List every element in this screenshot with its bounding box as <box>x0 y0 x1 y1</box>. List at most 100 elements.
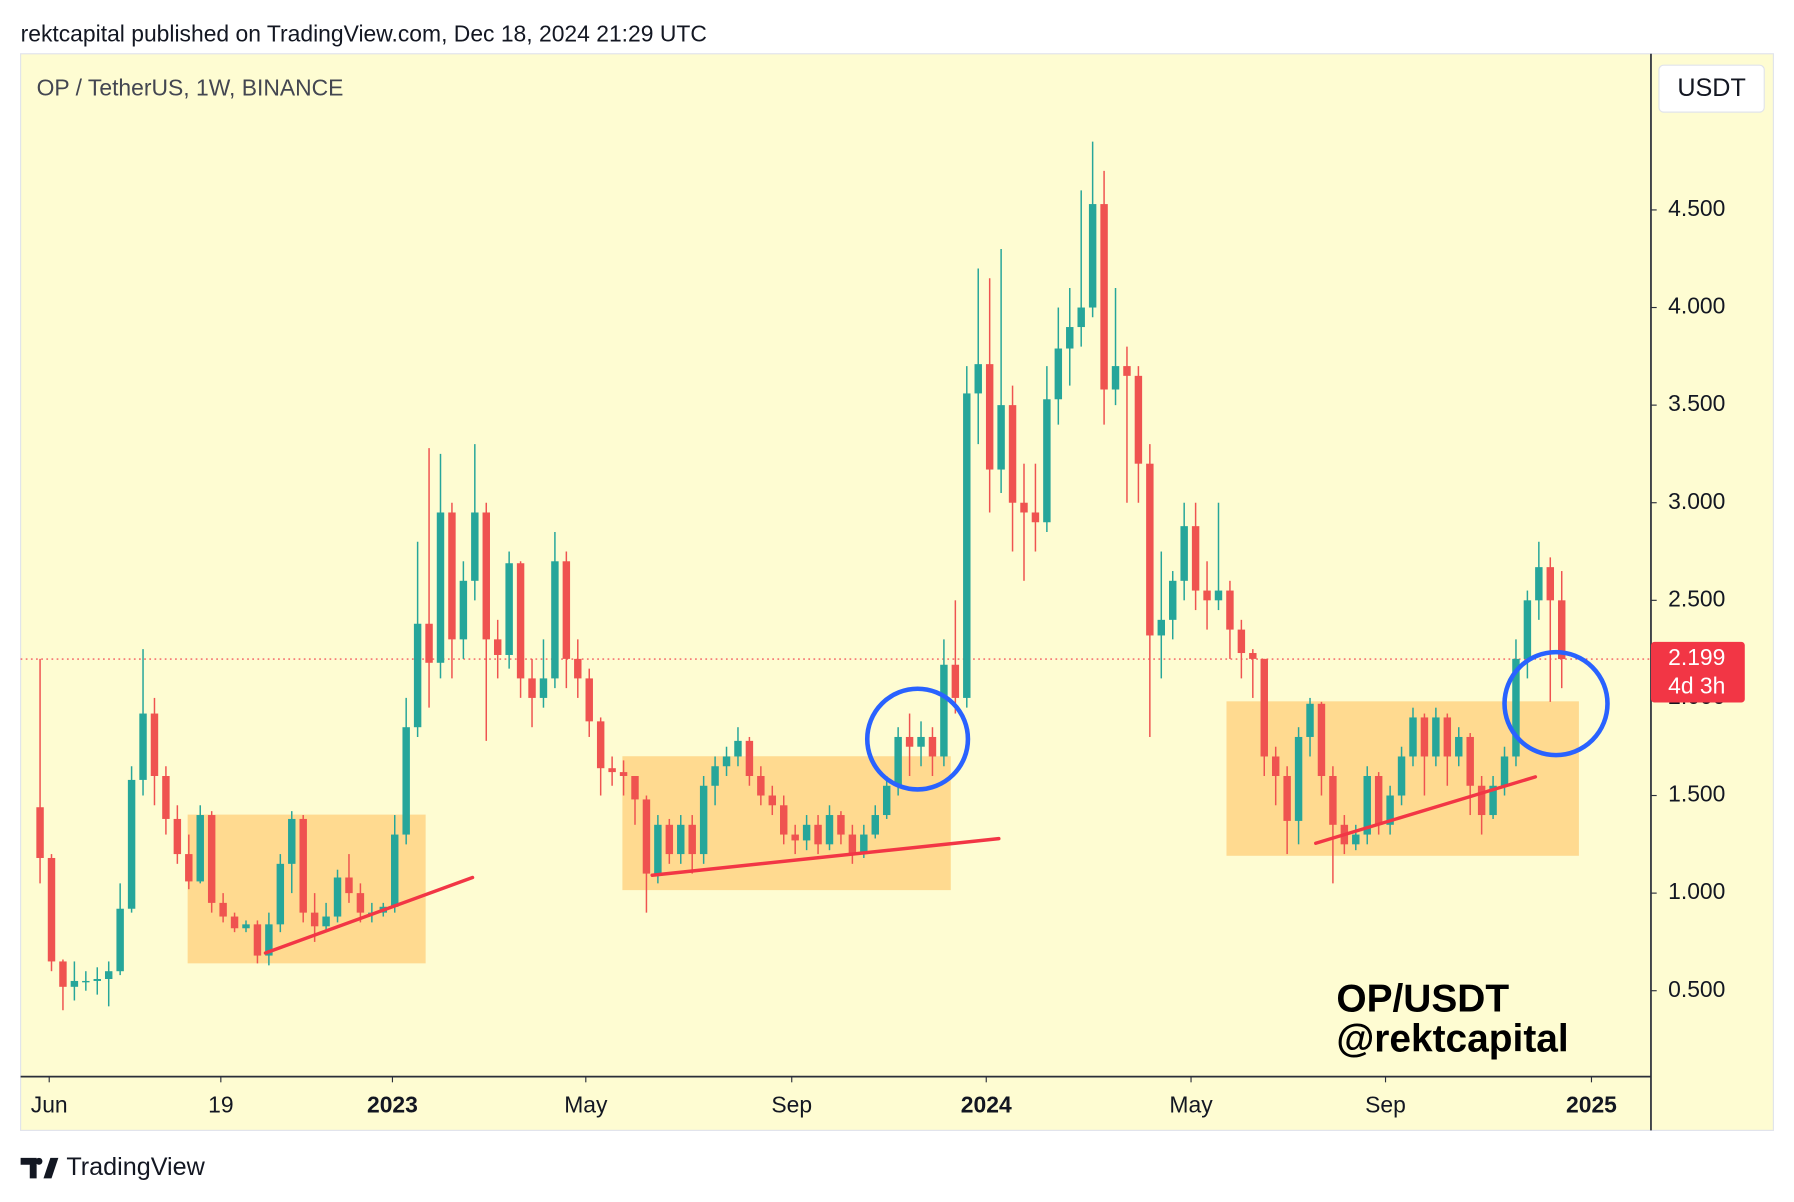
candle-body <box>837 815 845 835</box>
candle-body <box>1146 463 1154 636</box>
candle-body <box>1352 834 1360 845</box>
candle-body <box>963 393 971 698</box>
price-badge <box>1650 641 1745 703</box>
candle-body <box>448 512 456 640</box>
candle-body <box>59 961 67 987</box>
candle-body <box>1180 526 1188 581</box>
candle-body <box>1455 736 1463 757</box>
x-tick-label: 2023 <box>367 1091 418 1117</box>
candle-body <box>1546 567 1555 601</box>
candle-body <box>882 785 891 816</box>
candle-body <box>207 815 216 903</box>
candle-body <box>402 727 410 835</box>
candle-body <box>185 854 193 882</box>
candle-body <box>688 824 696 855</box>
candle-body <box>265 924 273 956</box>
candle-body <box>665 824 674 855</box>
countdown-label: 4d 3h <box>1668 673 1725 699</box>
candle-body <box>1283 776 1291 821</box>
candle-body <box>1477 785 1486 816</box>
candle-body <box>1100 204 1108 390</box>
candle-body <box>242 924 250 929</box>
candle-body <box>677 824 685 855</box>
candle-body <box>1111 366 1120 390</box>
candle-body <box>734 740 742 757</box>
candle-body <box>413 623 422 728</box>
candle-body <box>1500 756 1509 786</box>
candle-body <box>985 364 994 470</box>
y-tick-label: 4.000 <box>1668 293 1725 319</box>
candle-body <box>768 795 777 806</box>
candle-body <box>917 736 925 747</box>
candle-body <box>757 776 765 796</box>
candle-body <box>619 772 628 777</box>
candle-body <box>345 877 353 894</box>
y-tick-label: 3.000 <box>1668 488 1725 514</box>
candle-body <box>1432 717 1440 757</box>
candle-body <box>1031 512 1040 523</box>
candle-body <box>1558 600 1566 660</box>
candle-body <box>1157 619 1166 636</box>
candle-body <box>333 877 342 917</box>
currency-box[interactable] <box>1658 64 1765 113</box>
x-tick-label: Sep <box>1365 1091 1406 1117</box>
candle-body <box>196 815 204 882</box>
candle-body <box>722 756 731 767</box>
candle-body <box>322 916 330 927</box>
candle-body <box>139 713 147 780</box>
candle-body <box>585 678 593 722</box>
trend-line <box>263 875 475 955</box>
candle-body <box>1523 600 1532 659</box>
candle-body <box>780 805 788 835</box>
y-tick-label: 1.000 <box>1668 878 1725 904</box>
candle-body <box>1317 703 1326 777</box>
candle-body <box>1386 795 1394 825</box>
x-tick-label: May <box>1169 1091 1213 1117</box>
candle-body <box>162 776 170 819</box>
candle-body <box>1008 405 1017 503</box>
candle-body <box>814 824 822 845</box>
y-tick-label: 4.500 <box>1668 195 1725 221</box>
logo-text: TradingView <box>66 1153 205 1181</box>
candle-body <box>1191 526 1200 591</box>
y-tick-label: 3.500 <box>1668 390 1725 416</box>
x-tick-label: 2024 <box>961 1091 1012 1117</box>
tradingview-logo: TradingView <box>20 1153 206 1181</box>
candle-body <box>928 736 937 757</box>
candle-body <box>1066 327 1074 349</box>
highlight-circle <box>864 686 971 792</box>
currency-label[interactable]: USDT <box>1677 74 1745 102</box>
candle-body <box>1134 375 1143 464</box>
candle-body <box>596 721 605 769</box>
candle-body <box>150 713 159 777</box>
candle-body <box>1294 736 1303 821</box>
y-tick-label: 2.500 <box>1668 585 1725 611</box>
candle-body <box>288 818 296 864</box>
candle-body <box>493 639 502 655</box>
candle-body <box>802 824 811 841</box>
candle-body <box>516 563 525 679</box>
candle-body <box>860 834 868 855</box>
candle-body <box>528 678 536 698</box>
candle-body <box>631 776 639 800</box>
candle-body <box>1226 590 1234 630</box>
candle-body <box>1077 307 1085 328</box>
candle-body <box>1249 653 1257 659</box>
candle-body <box>391 834 399 907</box>
candle-body <box>539 678 548 698</box>
candle-body <box>848 834 857 855</box>
candle-body <box>1271 756 1280 777</box>
candle-body <box>574 658 582 679</box>
candle-body <box>711 766 719 786</box>
candle-body <box>1237 629 1246 654</box>
candle-body <box>745 740 754 777</box>
candle-body <box>1203 590 1211 601</box>
candle-body <box>230 916 239 929</box>
candle-body <box>791 834 799 841</box>
trend-line <box>1314 775 1538 845</box>
chart-background <box>20 53 1774 1131</box>
last-price-label: 2.199 <box>1668 644 1725 670</box>
candle-body <box>1397 756 1406 796</box>
